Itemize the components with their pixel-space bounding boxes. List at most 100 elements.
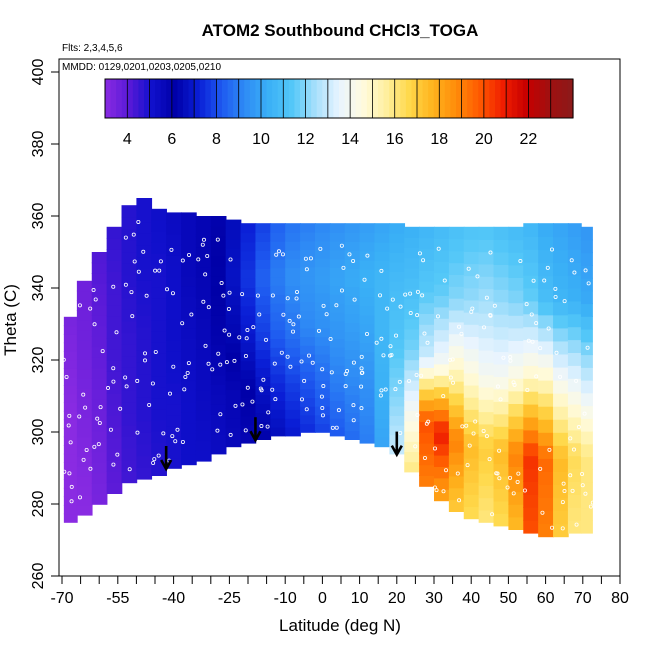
heatmap-cell — [329, 329, 346, 340]
heatmap-cell — [404, 420, 420, 432]
heatmap-cell — [121, 251, 138, 264]
heatmap-cell — [255, 259, 272, 269]
heatmap-cell — [344, 430, 361, 440]
heatmap-cell — [580, 481, 593, 496]
heatmap-cell — [508, 453, 525, 467]
sample-point — [227, 332, 232, 337]
sample-point — [224, 360, 229, 365]
heatmap-cell — [463, 311, 480, 325]
heatmap-cell — [300, 327, 316, 338]
heatmap-cell — [240, 360, 257, 371]
heatmap-cell — [344, 295, 361, 305]
heatmap-cell — [374, 260, 391, 271]
heatmap-cell — [478, 374, 495, 388]
colorbar-segment — [344, 79, 351, 118]
heatmap-cell — [63, 496, 78, 506]
heatmap-cell — [329, 338, 346, 348]
colorbar-segment — [305, 79, 312, 118]
heatmap-cell — [181, 348, 197, 361]
heatmap-cell — [374, 232, 391, 243]
heatmap-cell — [136, 256, 153, 269]
sample-point — [147, 402, 152, 407]
heatmap-cell — [91, 451, 108, 463]
sample-point — [129, 290, 134, 295]
heatmap-cell — [151, 253, 167, 266]
heatmap-cell — [300, 423, 316, 433]
heatmap-cell — [538, 275, 554, 290]
heatmap-cell — [314, 275, 331, 285]
heatmap-cell — [359, 287, 376, 298]
heatmap-cell — [329, 417, 346, 428]
sample-point — [473, 419, 478, 424]
sample-point — [588, 504, 593, 509]
heatmap-cell — [448, 463, 465, 477]
sample-point — [304, 407, 309, 412]
heatmap-cell — [580, 456, 593, 470]
heatmap-cell — [389, 348, 406, 359]
heatmap-cell — [329, 373, 346, 384]
heatmap-cell — [91, 273, 108, 285]
heatmap-cell — [538, 458, 554, 472]
heatmap-cell — [463, 299, 480, 313]
sample-point — [508, 355, 513, 360]
sample-point — [261, 377, 266, 382]
sample-point — [77, 414, 82, 419]
heatmap-cell — [580, 507, 593, 521]
heatmap-cell — [300, 310, 316, 320]
heatmap-cell — [553, 392, 569, 407]
colorbar-segment — [110, 79, 117, 118]
sample-point — [303, 256, 308, 261]
heatmap-cell — [240, 424, 257, 435]
sample-point — [170, 434, 175, 439]
heatmap-cell — [300, 353, 316, 364]
heatmap-cell — [344, 421, 361, 431]
heatmap-cell — [359, 305, 376, 316]
y-tick-label: 340 — [30, 275, 47, 302]
x-tick-label: -25 — [218, 590, 241, 607]
heatmap-cell — [151, 364, 167, 377]
sample-point — [205, 254, 210, 259]
heatmap-cell — [478, 251, 495, 265]
heatmap-cell — [434, 249, 450, 262]
heatmap-cell — [374, 288, 391, 299]
heatmap-cell — [359, 369, 376, 380]
sample-point — [457, 498, 462, 503]
heatmap-cell — [580, 392, 593, 407]
sample-point — [222, 328, 227, 333]
heatmap-cell — [404, 247, 420, 259]
sample-point — [294, 296, 299, 301]
heatmap-cell — [448, 428, 465, 441]
heatmap-cell — [463, 287, 480, 301]
heatmap-cell — [419, 410, 435, 422]
heatmap-cell — [240, 314, 257, 325]
x-tick-label: -55 — [106, 590, 129, 607]
heatmap-cell — [151, 386, 167, 399]
heatmap-cell — [567, 519, 582, 534]
colorbar-segment — [121, 79, 128, 118]
sample-point — [436, 246, 441, 251]
heatmap-cell — [580, 239, 593, 254]
colorbar-segment — [116, 79, 123, 118]
heatmap-cell — [508, 252, 525, 266]
colorbar-segment — [411, 79, 418, 118]
sample-point — [488, 313, 493, 318]
colorbar-segment — [405, 79, 413, 118]
heatmap-cell — [508, 327, 525, 341]
sample-point — [558, 374, 563, 379]
heatmap-cell — [136, 420, 153, 433]
heatmap-cell — [181, 264, 197, 277]
sample-point — [187, 252, 192, 257]
sample-point — [295, 289, 300, 294]
heatmap-cell — [434, 238, 450, 251]
heatmap-cell — [389, 290, 406, 301]
colorbar-segment — [534, 79, 541, 118]
colorbar-tick-label: 8 — [212, 131, 221, 148]
sample-point — [484, 295, 489, 300]
heatmap-cell — [359, 397, 376, 407]
heatmap-cell — [106, 337, 123, 350]
heatmap-cell — [314, 223, 331, 233]
heatmap-cell — [151, 353, 167, 365]
heatmap-cell — [374, 306, 391, 317]
heatmap-cell — [434, 454, 450, 467]
heatmap-cell — [240, 259, 257, 270]
